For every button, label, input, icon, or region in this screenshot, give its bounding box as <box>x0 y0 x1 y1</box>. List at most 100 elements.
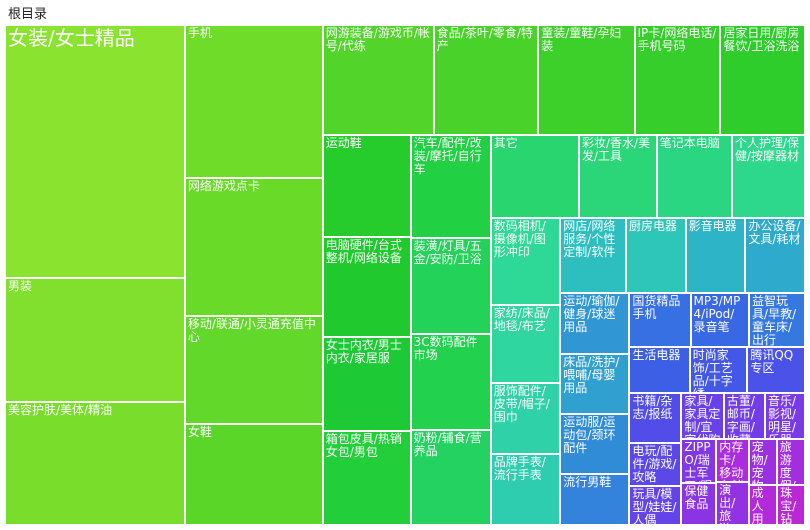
cell-label: 品牌手表/流行手表 <box>493 454 546 482</box>
treemap-cell[interactable]: 网店/网络服务/个性定制/软件 <box>560 217 626 294</box>
treemap-cell[interactable]: 装潢/灯具/五金/安防/卫浴 <box>410 237 491 335</box>
treemap-cell[interactable]: 笔记本电脑 <box>656 134 733 218</box>
cell-label: IP卡/网络电话/手机号码 <box>637 26 717 53</box>
cell-label: 书籍/杂志/报纸 <box>632 393 673 421</box>
cell-label: 腾讯QQ专区 <box>750 347 794 375</box>
cell-label: 个人护理/保健/按摩器材 <box>735 135 800 163</box>
cell-label: 3C数码配件市场 <box>413 335 478 363</box>
treemap-cell[interactable]: 数码相机/摄像机/图形冲印 <box>490 217 561 306</box>
treemap-cell[interactable]: 家纺/床品/地毯/布艺 <box>490 305 561 383</box>
treemap-cell[interactable]: 女士内衣/男士内衣/家居服 <box>322 336 411 431</box>
cell-label: MP3/MP4/iPod/录音笔 <box>693 294 741 335</box>
treemap-cell[interactable]: 演出/旅游/吃喝玩乐折扣券 <box>716 482 749 525</box>
treemap-cell[interactable]: 音乐/影视/明星/乐器 <box>765 392 805 439</box>
treemap-cell[interactable]: 玩具/模型/娃娃/人偶 <box>629 485 682 525</box>
treemap-cell[interactable]: 生活电器 <box>629 346 690 393</box>
cell-label: 奶粉/辅食/营养品 <box>413 430 482 458</box>
treemap-cell[interactable]: 箱包皮具/热销女包/男包 <box>322 430 411 525</box>
cell-label: 运动鞋 <box>325 135 362 150</box>
cell-label: 美容护肤/美体/精油 <box>8 402 113 417</box>
cell-label: 箱包皮具/热销女包/男包 <box>325 431 402 459</box>
treemap-cell[interactable]: 运动/瑜伽/健身/球迷用品 <box>560 293 630 355</box>
cell-label: 办公设备/文具/耗材 <box>748 218 801 246</box>
cell-label: 男装 <box>8 279 33 294</box>
treemap-cell[interactable]: 旅游度假/机票 <box>776 438 805 485</box>
cell-label: 女装/女士精品 <box>8 26 135 50</box>
treemap-cell[interactable]: 时尚家饰/工艺品/十字绣 <box>689 346 748 393</box>
treemap-cell[interactable]: 女鞋 <box>184 424 323 525</box>
treemap-cell[interactable]: 珠宝/钻石/翡翠/黄金 <box>777 484 805 525</box>
treemap-cell[interactable]: 手机 <box>184 25 323 178</box>
treemap-cell[interactable]: 厨房电器 <box>625 217 686 294</box>
cell-label: 电玩/配件/游戏/攻略 <box>632 443 677 484</box>
treemap-cell[interactable]: 书籍/杂志/报纸 <box>629 392 682 443</box>
treemap-cell[interactable]: 品牌手表/流行手表 <box>490 453 561 525</box>
cell-label: 影音电器 <box>688 218 737 233</box>
treemap-cell[interactable]: 腾讯QQ专区 <box>747 346 805 393</box>
treemap-cell[interactable]: 益智玩具/早教/童车床/出行 <box>749 293 805 347</box>
cell-label: 珠宝/钻石/翡翠/黄金 <box>780 485 797 525</box>
treemap-cell[interactable]: 汽车/配件/改装/摩托/自行车 <box>410 134 491 238</box>
cell-label: 童装/童鞋/孕妇装 <box>541 26 622 53</box>
cell-label: 演出/旅游/吃喝玩乐折扣券 <box>719 483 736 524</box>
cell-label: 古董/邮币/字画/收藏 <box>726 393 755 437</box>
cell-label: 女鞋 <box>187 425 212 440</box>
treemap-cell[interactable]: 影音电器 <box>685 217 746 294</box>
cell-label: 网游装备/游戏币/帐号/代练 <box>325 26 430 53</box>
treemap-cell[interactable]: 童装/童鞋/孕妇装 <box>538 25 635 135</box>
treemap-cell[interactable]: 女装/女士精品 <box>5 25 185 279</box>
cell-label: 家具/家具定制/宜家代购 <box>684 393 721 437</box>
treemap-cell[interactable]: 食品/茶叶/零食/特产 <box>433 25 539 135</box>
treemap-cell[interactable]: 个人护理/保健/按摩器材 <box>732 134 805 218</box>
treemap-cell[interactable]: 奶粉/辅食/营养品 <box>410 429 491 525</box>
cell-label: 宠物/宠物食品及用品 <box>751 439 768 484</box>
cell-label: 笔记本电脑 <box>659 135 720 150</box>
treemap-cell[interactable]: 服饰配件/皮带/帽子/围巾 <box>490 382 561 454</box>
cell-label: 运动服/运动包/颈环配件 <box>563 415 616 456</box>
cell-label: 移动/联通/小灵通充值中心 <box>187 316 316 344</box>
treemap-cell[interactable]: 流行男鞋 <box>560 474 630 525</box>
treemap-cell[interactable]: 居家日用/厨房餐饮/卫浴洗浴 <box>720 25 805 135</box>
cell-label: 生活电器 <box>632 347 681 362</box>
treemap-cell[interactable]: 电玩/配件/游戏/攻略 <box>629 442 682 486</box>
cell-label: 运动/瑜伽/健身/球迷用品 <box>563 294 620 335</box>
cell-label: 女士内衣/男士内衣/家居服 <box>325 337 402 365</box>
treemap-cell[interactable]: 古董/邮币/字画/收藏 <box>723 392 766 439</box>
cell-label: 保健食品 <box>684 483 709 511</box>
treemap-cell[interactable]: MP3/MP4/iPod/录音笔 <box>690 293 750 347</box>
treemap-cell[interactable]: 内存卡/移动存储 <box>716 438 749 483</box>
cell-label: 玩具/模型/娃娃/人偶 <box>632 486 677 525</box>
treemap-cell[interactable]: 成人用品/避孕用品 <box>748 484 778 525</box>
treemap-cell[interactable]: 美容护肤/美体/精油 <box>5 401 185 525</box>
treemap-cell[interactable]: ZIPPO/瑞士军刀/眼镜 <box>681 438 717 483</box>
cell-label: 汽车/配件/改装/摩托/自行车 <box>413 135 482 176</box>
cell-label: 居家日用/厨房餐饮/卫浴洗浴 <box>723 26 800 53</box>
cell-label: 内存卡/移动存储 <box>719 439 744 481</box>
treemap-cell[interactable]: 男装 <box>5 278 185 402</box>
treemap-cell[interactable]: 3C数码配件市场 <box>410 334 491 430</box>
cell-label: 厨房电器 <box>628 218 677 233</box>
treemap-cell[interactable]: 彩妆/香水/美发/工具 <box>579 134 657 218</box>
treemap-cell[interactable]: 运动鞋 <box>322 134 411 238</box>
treemap-cell[interactable]: 国货精品手机 <box>629 293 691 347</box>
cell-label: 时尚家饰/工艺品/十字绣 <box>692 347 733 391</box>
treemap-cell[interactable]: 办公设备/文具/耗材 <box>745 217 805 294</box>
treemap-cell[interactable]: 家具/家具定制/宜家代购 <box>681 392 724 439</box>
treemap-cell[interactable]: 网络游戏点卡 <box>184 177 323 316</box>
treemap-cell[interactable]: 移动/联通/小灵通充值中心 <box>184 315 323 425</box>
breadcrumb[interactable]: 根目录 <box>8 7 48 22</box>
treemap-cell[interactable]: 网游装备/游戏币/帐号/代练 <box>322 25 434 135</box>
treemap-cell[interactable]: 其它 <box>490 134 579 218</box>
cell-label: 彩妆/香水/美发/工具 <box>582 135 651 163</box>
treemap-cell[interactable]: IP卡/网络电话/手机号码 <box>634 25 721 135</box>
treemap-cell[interactable]: 电脑硬件/台式整机/网络设备 <box>322 237 411 337</box>
cell-label: 电脑硬件/台式整机/网络设备 <box>325 238 402 266</box>
treemap-cell[interactable]: 运动服/运动包/颈环配件 <box>560 414 630 475</box>
cell-label: 国货精品手机 <box>632 294 681 322</box>
cell-label: 床品/洗护/喂哺/母婴用品 <box>563 355 620 396</box>
treemap-cell[interactable]: 保健食品 <box>681 482 717 525</box>
treemap-cell[interactable]: 床品/洗护/喂哺/母婴用品 <box>560 354 630 415</box>
treemap-cell[interactable]: 宠物/宠物食品及用品 <box>748 438 777 485</box>
cell-label: 网络游戏点卡 <box>187 178 260 193</box>
